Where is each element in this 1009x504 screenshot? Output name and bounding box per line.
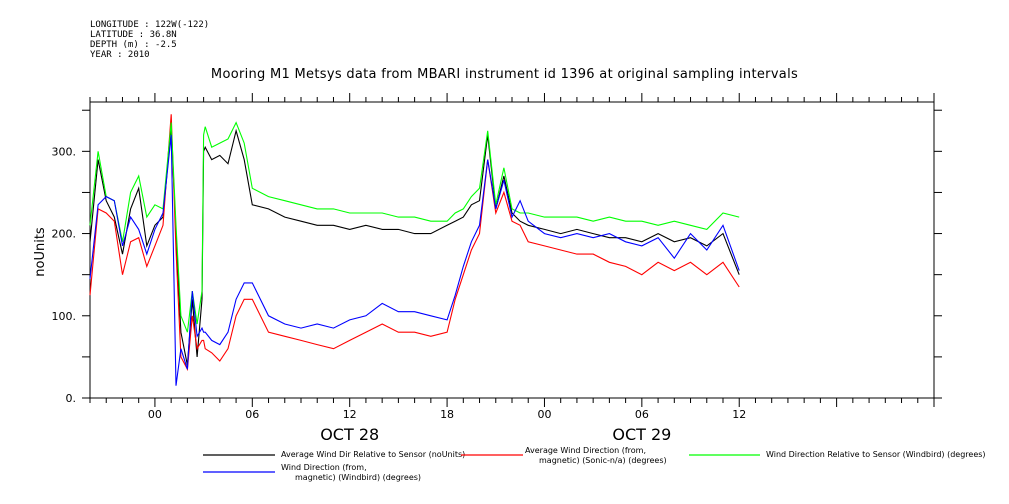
plot-frame	[89, 101, 935, 399]
chart-title: Mooring M1 Metsys data from MBARI instru…	[210, 67, 799, 82]
y-tick-label: 0.	[66, 392, 77, 405]
x-tick-label: 06	[245, 408, 259, 421]
x-tick-label: 12	[343, 408, 357, 421]
longitude-label: LONGITUDE : 122W(-122)	[90, 20, 210, 30]
y-tick-label: 300.	[52, 145, 77, 158]
legend-label-4: Wind Direction (from, magnetic) (Windbird…	[281, 463, 421, 482]
y-tick-label: 200.	[52, 228, 77, 241]
series-line-4	[89, 134, 740, 386]
x-tick-label: 06	[635, 408, 649, 421]
metadata-block: LONGITUDE : 122W(-122) LATITUDE : 36.8N …	[90, 20, 209, 60]
x-tick-label: 18	[440, 408, 454, 421]
depth-label: DEPTH (m) : -2.5	[90, 40, 177, 50]
chart-series	[89, 114, 740, 386]
date-label: OCT 28	[320, 425, 379, 444]
y-axis-label: noUnits	[33, 227, 48, 277]
series-line-3	[89, 121, 740, 333]
x-tick-label: 00	[537, 408, 551, 421]
year-label: YEAR : 2010	[90, 50, 150, 60]
x-tick-label: 12	[732, 408, 746, 421]
legend-label-1: Average Wind Dir Relative to Sensor (noU…	[281, 450, 465, 459]
legend-label-2: Average Wind Direction (from, magnetic) (…	[525, 446, 667, 465]
chart-axes: 00 06 12 18 00 06 12 OCT 28 OCT 29 0. 100. 200. 300.	[52, 93, 942, 444]
y-tick-label: 100.	[52, 310, 77, 323]
chart-legend: Average Wind Dir Relative to Sensor (noU…	[203, 446, 986, 482]
latitude-label: LATITUDE : 36.8N	[90, 30, 177, 40]
legend-label-3: Wind Direction Relative to Sensor (Windb…	[766, 450, 986, 459]
x-tick-label: 00	[148, 408, 162, 421]
date-label: OCT 29	[612, 425, 671, 444]
